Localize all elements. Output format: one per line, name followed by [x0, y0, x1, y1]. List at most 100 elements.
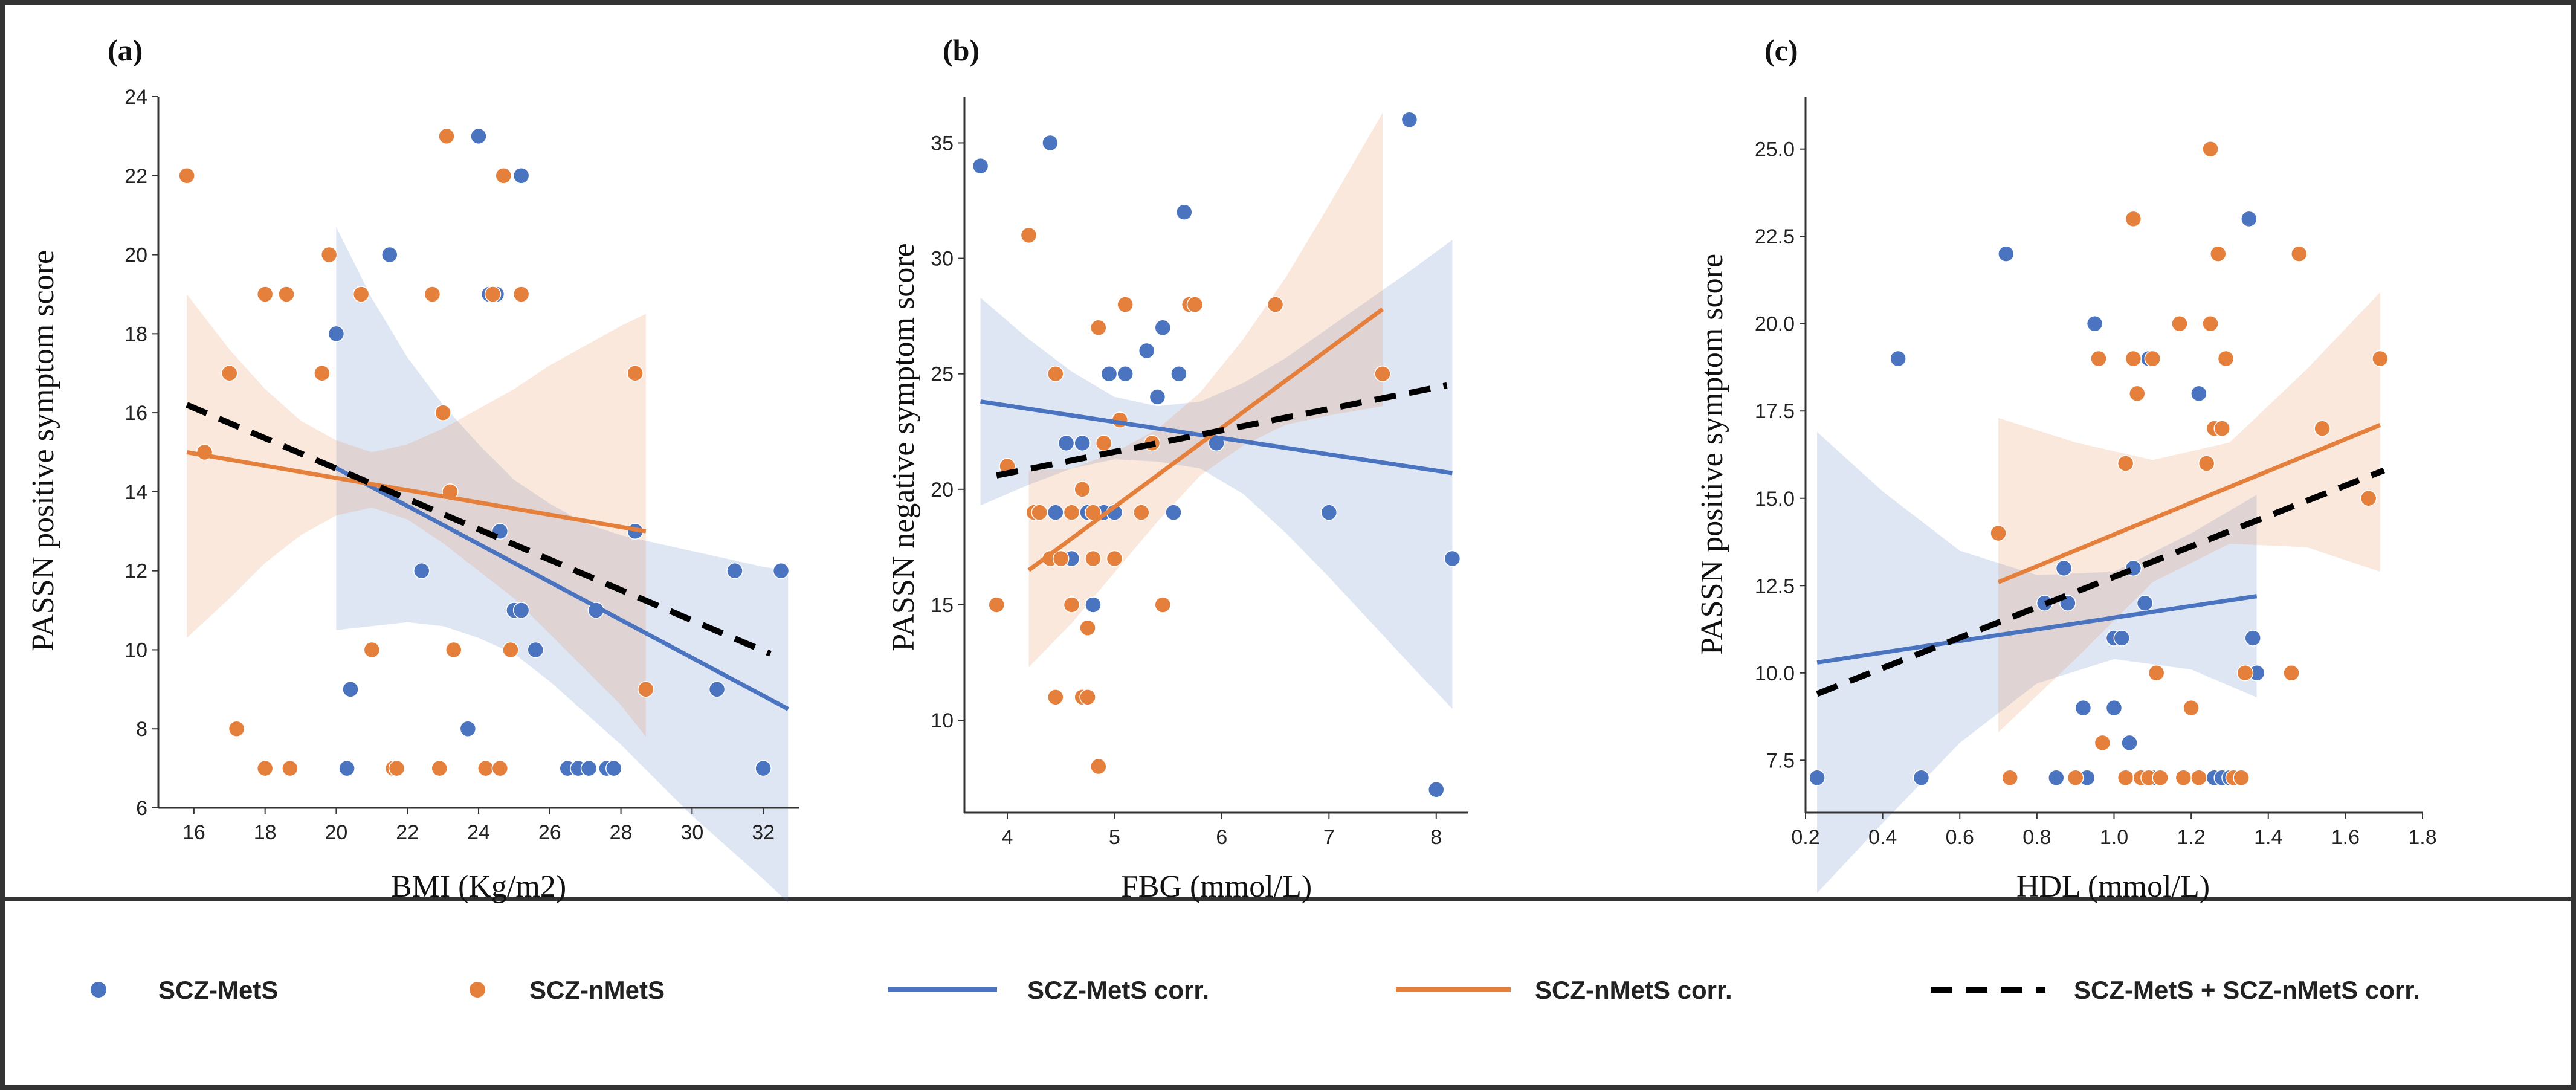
panel-c-nmetS-point [2202, 315, 2219, 332]
legend-metS-line-label: SCZ-MetS corr. [1027, 976, 1209, 1004]
panel-c-metS-point [1913, 769, 1930, 786]
panel-b-nmetS-point [1106, 550, 1123, 567]
panel-a-metS-point [726, 562, 743, 579]
panel-b-points [972, 111, 1461, 798]
panel-c-metS-point [1809, 769, 1825, 786]
panel-c-nmetS-point [2067, 769, 2084, 786]
panel-b-nmetS-point [1374, 365, 1391, 382]
panel-c-nmetS-point [2202, 140, 2219, 158]
panel-b-metS-point [1074, 434, 1091, 452]
panel-b-metS-fit-line [980, 399, 1453, 476]
panel-a-ytick-label: 12 [124, 560, 147, 583]
panel-c-xtick-label: 0.8 [2022, 826, 2051, 849]
panel-c-nmetS-point [2129, 385, 2146, 402]
panel-b-nmetS-point [1052, 550, 1070, 567]
panel-b-nmetS-point [1090, 758, 1107, 775]
panel-a-combined-fit-line [186, 402, 772, 657]
panel-a-metS-point [708, 681, 726, 698]
panel-c-ytick-label: 25.0 [1755, 138, 1795, 161]
legend-metS-points-label: SCZ-MetS [158, 976, 278, 1004]
panel-b-nmetS-point [1154, 596, 1172, 613]
panel-c-metS-point [2136, 595, 2154, 611]
panel-c-nmetS-point [2210, 245, 2227, 262]
panel-b-metS-point [1138, 342, 1155, 360]
panel-c-metS-point [2055, 560, 2073, 577]
panel-c-nmetS-point [2125, 350, 2142, 367]
panel-c-nmetS-point [2190, 769, 2207, 786]
panel-c-nmetS-point [2291, 245, 2308, 262]
panel-c-nmetS-point [2360, 490, 2377, 507]
panel-a-xtick-label: 16 [182, 821, 205, 844]
panel-c-metS-ci-band [1817, 431, 2257, 893]
panel-a-tag: (a) [108, 33, 143, 67]
panel-a-nmetS-point [256, 286, 274, 303]
panel-c-metS-point [2086, 315, 2103, 332]
panel-c-ytick-label: 15.0 [1755, 488, 1795, 511]
panel-a-ytick-label: 24 [124, 86, 147, 109]
panel-a-metS-point [342, 681, 359, 698]
panel-c-xtick-label: 1.0 [2100, 826, 2128, 849]
panel-a-metS-point [413, 562, 430, 579]
panel-c-nmetS-point [2125, 210, 2142, 228]
panel-b-nmetS-ci-band [1028, 112, 1383, 668]
panel-c-nmetS-point [2283, 665, 2300, 682]
panel-b-nmetS-point [988, 596, 1005, 613]
panel-c-metS-point [2190, 385, 2207, 402]
panel-b-nmetS-point [1031, 504, 1048, 521]
panel-a-metS-fit-line [335, 466, 789, 711]
panel-c-nmetS-point [2183, 699, 2200, 717]
panel-b-nmetS-point [1095, 434, 1112, 452]
panel-b-nmetS-point [1063, 596, 1080, 613]
panel-a-ytick-label: 14 [124, 481, 147, 504]
panel-a-metS-ci-band [336, 227, 789, 903]
panel-b-metS-ci-band [980, 240, 1453, 709]
panel-c-nmetS-point [2198, 455, 2215, 472]
panel-c-ytick-label: 20.0 [1755, 313, 1795, 336]
legend-nmetS-points-label: SCZ-nMetS [529, 976, 665, 1004]
panel-c-xlabel: HDL (mmol/L) [2016, 869, 2210, 904]
panel-c-metS-point [2241, 210, 2258, 228]
panel-c-xtick-label: 1.2 [2177, 826, 2205, 849]
panel-b-ylabel: PASSN negative symptom score [886, 243, 921, 651]
panel-a-xtick-label: 22 [396, 821, 419, 844]
panel-a-xtick-label: 24 [467, 821, 490, 844]
panel-a-xtick-label: 18 [254, 821, 277, 844]
panel-a-nmetS-point [278, 286, 295, 303]
panel-c-points [1809, 140, 2389, 786]
panel-a-nmetS-point [445, 641, 462, 659]
panel-c-metS-point [2244, 630, 2261, 647]
panel-c-xtick-label: 0.4 [1868, 826, 1897, 849]
panel-c-nmetS-fit-line [1997, 423, 2381, 584]
panel-c-nmetS-point [2090, 350, 2107, 367]
panel-c-xtick-label: 1.6 [2331, 826, 2360, 849]
panel-c-combined-fit-line [1816, 467, 2386, 697]
panel-c-fit-lines [1816, 423, 2386, 697]
panel-c-metS-fit-line [1816, 594, 2258, 665]
panel-a-nmetS-point [434, 404, 451, 421]
panel-a-nmetS-point [363, 641, 381, 659]
panel-c-metS-point [1890, 350, 1906, 367]
panel-a-nmetS-point [178, 167, 195, 184]
panel-c-nmetS-point [1990, 524, 2007, 542]
panel-c-ytick-label: 22.5 [1755, 225, 1795, 248]
panel-b-ytick-label: 30 [931, 248, 954, 271]
panel-a-xtick-label: 28 [610, 821, 633, 844]
panel-a-nmetS-point [627, 364, 644, 382]
panel-b-nmetS-point [1133, 504, 1150, 521]
panel-a-confidence-bands [187, 227, 789, 903]
panel-a-nmetS-ci-band [187, 294, 646, 737]
panel-c-metS-point [2074, 699, 2092, 717]
panel-c-xtick-label: 0.6 [1946, 826, 1974, 849]
panel-b-metS-point [1428, 781, 1445, 798]
panel-b-metS-point [1320, 504, 1338, 521]
panel-a-nmetS-point [256, 759, 274, 777]
panel-c-nmetS-point [2148, 665, 2165, 682]
panel-b-nmetS-point [1074, 481, 1091, 498]
panel-a-metS-point [755, 759, 772, 777]
panel-c-nmetS-point [2152, 769, 2169, 786]
legend-metS-dot [91, 982, 106, 998]
panel-b-nmetS-point [1020, 227, 1038, 244]
panel-c-nmetS-point [2233, 769, 2250, 786]
panel-b-xtick-label: 6 [1216, 826, 1227, 849]
panel-b-metS-point [972, 157, 989, 175]
